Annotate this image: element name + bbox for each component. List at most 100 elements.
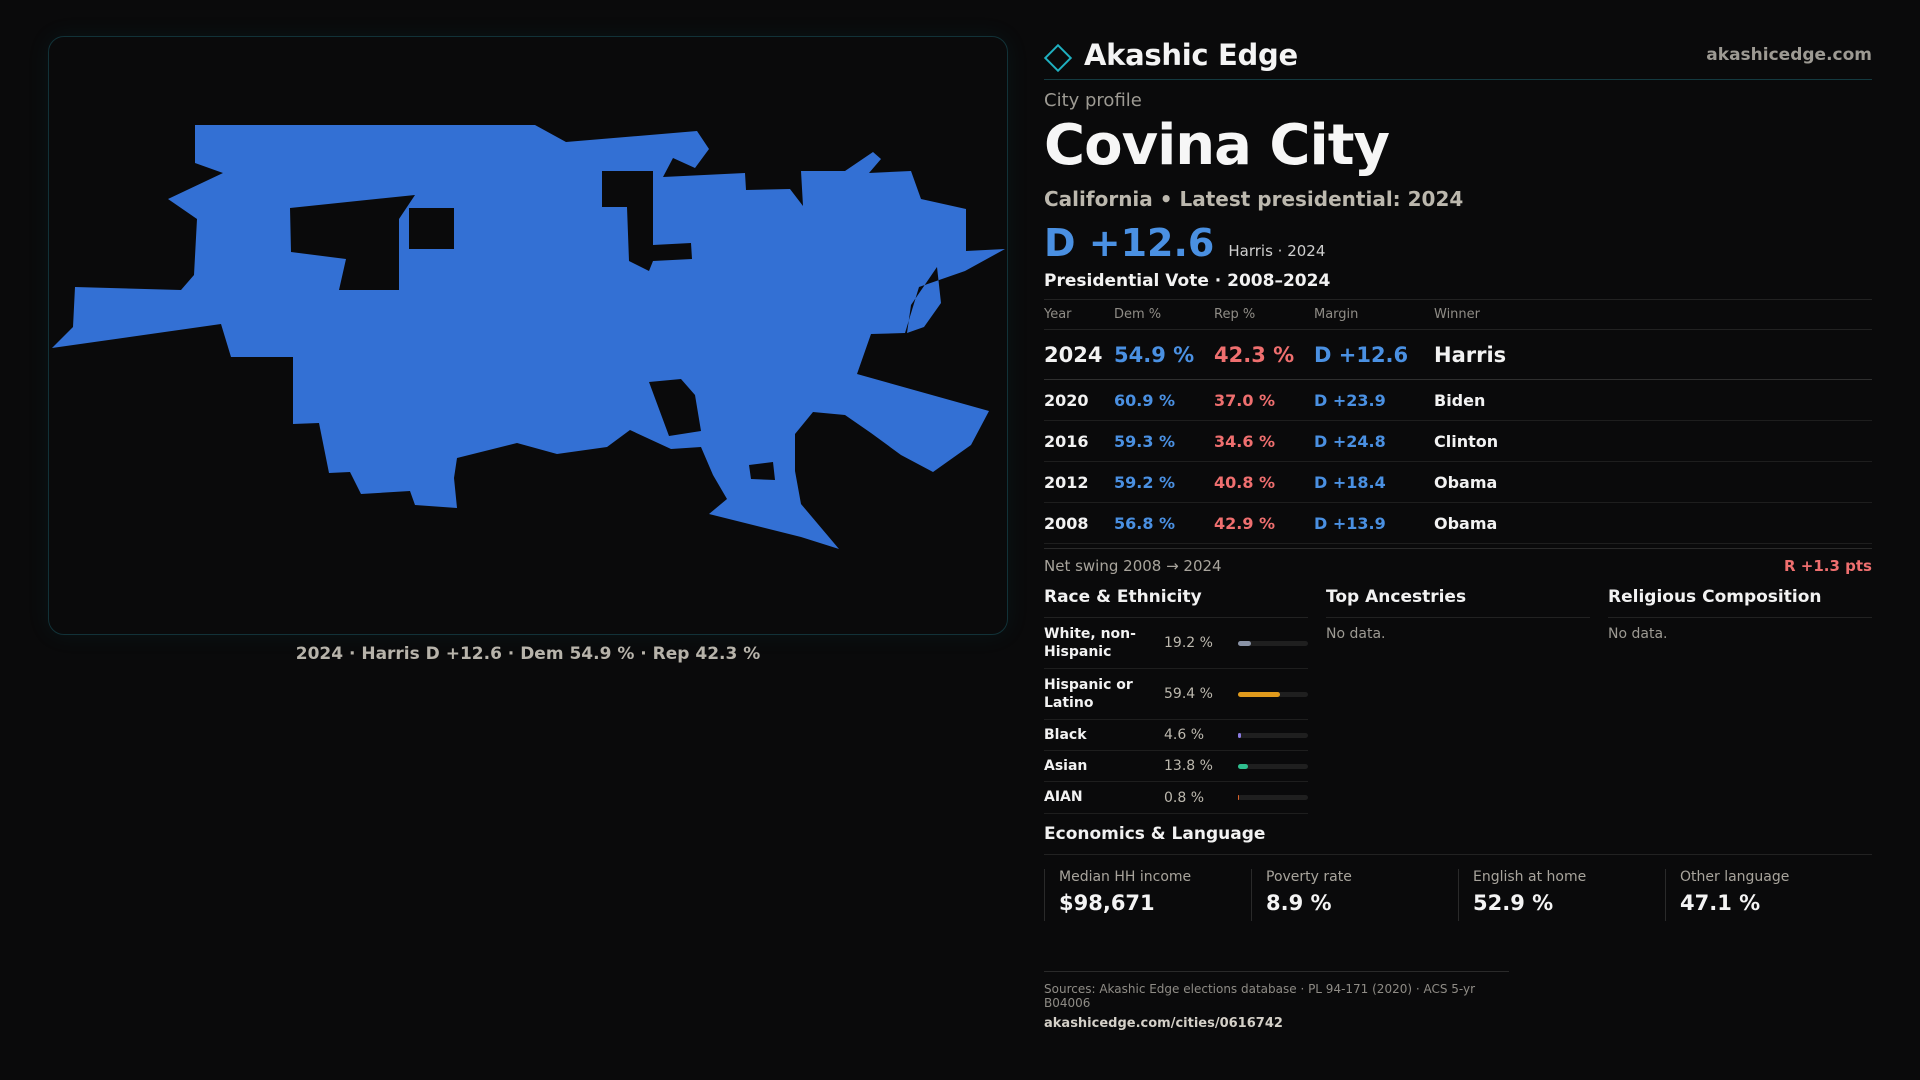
econ-value: $98,671 — [1059, 890, 1155, 915]
row-margin: D +23.9 — [1314, 379, 1434, 422]
race-row: Hispanic or Latino 59.4 % — [1044, 669, 1308, 721]
brand-name: Akashic Edge — [1084, 37, 1298, 72]
econ-cell-other-language: Other language 47.1 % — [1665, 868, 1872, 921]
econ-value: 52.9 % — [1473, 890, 1554, 915]
row-dem-pct: 54.9 % — [1114, 329, 1214, 381]
table-row: 2024 54.9 % 42.3 % D +12.6 Harris — [1044, 329, 1872, 381]
race-bar — [1238, 691, 1308, 697]
site-url-link[interactable]: akashicedge.com — [1706, 44, 1872, 65]
race-name: Hispanic or Latino — [1044, 676, 1133, 712]
race-name: Asian — [1044, 758, 1088, 775]
row-winner: Biden — [1434, 379, 1872, 422]
econ-cell-poverty: Poverty rate 8.9 % — [1251, 868, 1458, 921]
row-margin: D +13.9 — [1314, 502, 1434, 545]
header-rep: Rep % — [1214, 299, 1314, 331]
row-year: 2024 — [1044, 329, 1114, 381]
race-bar-fill — [1238, 763, 1248, 769]
map-caption: 2024 · Harris D +12.6 · Dem 54.9 % · Rep… — [295, 644, 761, 664]
net-swing-value: R +1.3 pts — [1784, 557, 1872, 576]
headline-result: D +12.6 Harris · 2024 — [1044, 221, 1872, 265]
race-ethnicity-title: Race & Ethnicity — [1044, 587, 1308, 619]
race-bar-fill — [1238, 732, 1242, 738]
econ-label: English at home — [1473, 868, 1587, 885]
race-ethnicity-section: Race & Ethnicity White, non-Hispanic 19.… — [1044, 587, 1308, 814]
row-dem-pct: 60.9 % — [1114, 379, 1214, 422]
econ-label: Other language — [1680, 868, 1790, 885]
race-row: Asian 13.8 % — [1044, 751, 1308, 783]
profile-panel: Akashic Edge akashicedge.com City profil… — [1043, 30, 1872, 1031]
profile-eyebrow: City profile — [1044, 90, 1142, 111]
econ-value: 8.9 % — [1266, 890, 1332, 915]
headline-note: Harris · 2024 — [1228, 241, 1326, 260]
table-row: 2008 56.8 % 42.9 % D +13.9 Obama — [1044, 502, 1872, 545]
row-year: 2016 — [1044, 420, 1114, 463]
race-name: Black — [1044, 727, 1087, 744]
brand[interactable]: Akashic Edge — [1043, 37, 1298, 72]
race-row: AIAN 0.8 % — [1044, 782, 1308, 814]
race-bar — [1238, 795, 1308, 801]
religion-empty: No data. — [1608, 626, 1668, 643]
sources-text: Sources: Akashic Edge elections database… — [1044, 981, 1476, 1010]
row-margin: D +24.8 — [1314, 420, 1434, 463]
row-rep-pct: 42.9 % — [1214, 502, 1314, 545]
race-bar — [1238, 763, 1308, 769]
presidential-title: Presidential Vote · 2008–2024 — [1044, 271, 1872, 300]
table-row: 2012 59.2 % 40.8 % D +18.4 Obama — [1044, 461, 1872, 504]
race-pct: 4.6 % — [1164, 727, 1205, 744]
ancestries-empty: No data. — [1326, 626, 1386, 643]
row-margin: D +12.6 — [1314, 329, 1434, 381]
table-header-row: Year Dem % Rep % Margin Winner — [1044, 299, 1872, 331]
race-bar-fill — [1238, 691, 1280, 697]
city-boundary-map[interactable] — [49, 37, 1008, 635]
row-winner: Harris — [1434, 329, 1872, 381]
row-year: 2020 — [1044, 379, 1114, 422]
table-row: 2020 60.9 % 37.0 % D +23.9 Biden — [1044, 379, 1872, 422]
headline-margin: D +12.6 — [1044, 220, 1215, 265]
race-pct: 19.2 % — [1164, 635, 1213, 652]
race-row: Black 4.6 % — [1044, 720, 1308, 752]
econ-label: Median HH income — [1059, 868, 1192, 885]
ancestries-section: Top Ancestries No data. — [1326, 587, 1590, 814]
religion-section: Religious Composition No data. — [1608, 587, 1872, 814]
row-year: 2008 — [1044, 502, 1114, 545]
econ-value: 47.1 % — [1680, 890, 1761, 915]
row-dem-pct: 56.8 % — [1114, 502, 1214, 545]
econ-label: Poverty rate — [1266, 868, 1352, 885]
brand-bar: Akashic Edge akashicedge.com — [1043, 30, 1872, 80]
row-dem-pct: 59.2 % — [1114, 461, 1214, 504]
row-rep-pct: 40.8 % — [1214, 461, 1314, 504]
header-margin: Margin — [1314, 299, 1434, 331]
race-pct: 59.4 % — [1164, 686, 1213, 703]
header-year: Year — [1044, 299, 1114, 331]
row-margin: D +18.4 — [1314, 461, 1434, 504]
page-subtitle: California • Latest presidential: 2024 — [1044, 186, 1464, 211]
row-rep-pct: 34.6 % — [1214, 420, 1314, 463]
footer: Sources: Akashic Edge elections database… — [1044, 970, 1509, 1031]
row-winner: Clinton — [1434, 420, 1872, 463]
header-winner: Winner — [1434, 299, 1872, 331]
page-url-link[interactable]: akashicedge.com/cities/0616742 — [1044, 1015, 1283, 1031]
presidential-table: Year Dem % Rep % Margin Winner 2024 54.9… — [1044, 299, 1872, 545]
row-rep-pct: 42.3 % — [1214, 329, 1314, 381]
race-pct: 0.8 % — [1164, 789, 1205, 806]
page-title: Covina City — [1044, 113, 1390, 178]
economics-title: Economics & Language — [1044, 824, 1872, 855]
religion-title: Religious Composition — [1608, 587, 1872, 619]
race-bar-fill — [1238, 640, 1252, 646]
econ-cell-income: Median HH income $98,671 — [1044, 868, 1251, 921]
race-name: White, non-Hispanic — [1044, 625, 1136, 661]
race-bar — [1238, 640, 1308, 646]
header-dem: Dem % — [1114, 299, 1214, 331]
row-dem-pct: 59.3 % — [1114, 420, 1214, 463]
race-bar — [1238, 732, 1308, 738]
race-row: White, non-Hispanic 19.2 % — [1044, 618, 1308, 670]
net-swing-label: Net swing 2008 → 2024 — [1044, 557, 1222, 576]
race-name: AIAN — [1044, 789, 1083, 806]
race-pct: 13.8 % — [1164, 758, 1213, 775]
econ-cell-english: English at home 52.9 % — [1458, 868, 1665, 921]
row-winner: Obama — [1434, 461, 1872, 504]
row-rep-pct: 37.0 % — [1214, 379, 1314, 422]
economics-row: Median HH income $98,671 Poverty rate 8.… — [1044, 868, 1872, 921]
city-map-panel — [48, 36, 1008, 635]
row-year: 2012 — [1044, 461, 1114, 504]
